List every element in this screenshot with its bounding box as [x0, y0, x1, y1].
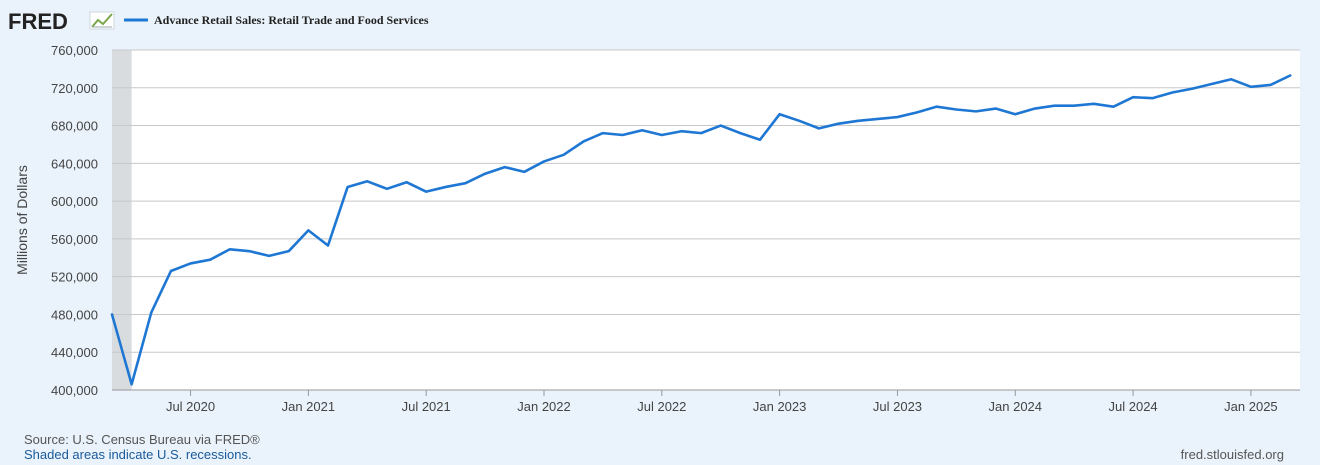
y-tick-label: 400,000 — [51, 383, 98, 398]
y-tick-label: 640,000 — [51, 156, 98, 171]
y-tick-label: 560,000 — [51, 232, 98, 247]
y-tick-label: 520,000 — [51, 270, 98, 285]
x-axis-ticks: Jul 2020 Jan 2021 Jul 2021 Jan 2022 Jul 2022… — [166, 390, 1278, 414]
y-axis-label: Millions of Dollars — [14, 165, 30, 275]
recession-shading — [112, 50, 132, 390]
x-tick-label: Jul 2021 — [402, 399, 451, 414]
y-tick-label: 440,000 — [51, 345, 98, 360]
plot-area — [112, 50, 1300, 390]
fred-logo-text: FRED — [8, 9, 68, 34]
site-url[interactable]: fred.stlouisfed.org — [1180, 447, 1284, 462]
legend: Advance Retail Sales: Retail Trade and F… — [124, 13, 429, 27]
y-tick-label: 720,000 — [51, 81, 98, 96]
series-line-retail-sales[interactable] — [110, 74, 1292, 386]
series-group — [110, 74, 1292, 386]
fred-graph-icon — [89, 11, 115, 30]
y-tick-label: 760,000 — [51, 43, 98, 58]
x-tick-label: Jan 2021 — [282, 399, 336, 414]
y-tick-label: 680,000 — [51, 119, 98, 134]
x-tick-label: Jul 2023 — [873, 399, 922, 414]
legend-label: Advance Retail Sales: Retail Trade and F… — [154, 13, 429, 27]
x-tick-label: Jul 2022 — [637, 399, 686, 414]
fred-logo[interactable]: FRED — [8, 9, 115, 34]
x-tick-label: Jul 2024 — [1109, 399, 1158, 414]
source-note: Source: U.S. Census Bureau via FRED® — [24, 432, 260, 447]
y-tick-label: 600,000 — [51, 194, 98, 209]
x-tick-label: Jan 2023 — [753, 399, 807, 414]
recession-note[interactable]: Shaded areas indicate U.S. recessions. — [24, 447, 252, 462]
y-tick-label: 480,000 — [51, 307, 98, 322]
y-axis-ticks: 400,000 440,000 480,000 520,000 560,000 600,0… — [51, 43, 98, 398]
x-tick-label: Jan 2025 — [1224, 399, 1278, 414]
x-tick-label: Jan 2024 — [989, 399, 1043, 414]
x-tick-label: Jan 2022 — [517, 399, 571, 414]
recession-band — [112, 50, 132, 390]
x-tick-label: Jul 2020 — [166, 399, 215, 414]
